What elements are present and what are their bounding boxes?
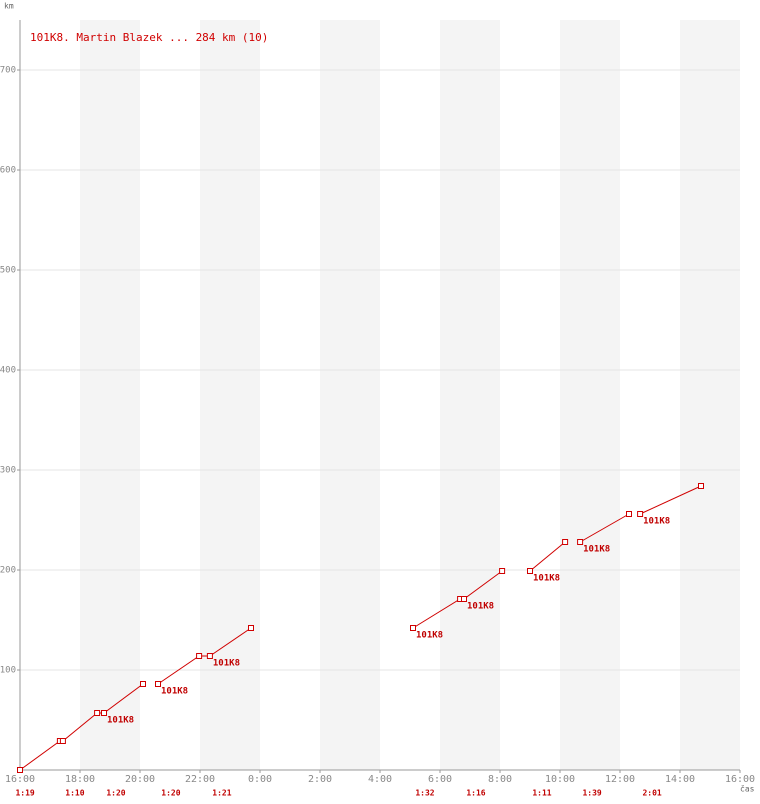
y-tick-label: 100	[0, 666, 16, 676]
lap-time: 1:32	[415, 789, 434, 798]
point	[562, 539, 569, 545]
shaded-band	[200, 20, 260, 770]
point-label: 101K8	[583, 545, 610, 555]
line-segment	[19, 683, 144, 771]
x-tick-label: 14:00	[665, 774, 695, 785]
point	[140, 681, 146, 687]
point	[577, 539, 584, 545]
point	[527, 568, 533, 574]
point	[206, 653, 213, 659]
lap-time: 1:11	[532, 789, 551, 798]
lap-time: 1:21	[212, 789, 231, 798]
point-label: 101K8	[643, 517, 670, 527]
point-label: 101K8	[107, 716, 134, 726]
x-tick-label: 8:00	[488, 774, 512, 785]
x-tick-label: 6:00	[428, 774, 452, 785]
point	[637, 511, 644, 517]
y-tick-label: 500	[0, 266, 16, 276]
point	[94, 710, 101, 716]
shaded-band	[560, 20, 620, 770]
x-tick-label: 0:00	[248, 774, 272, 785]
y-tick-label: 200	[0, 566, 16, 576]
point	[101, 710, 107, 716]
x-tick-label: 18:00	[65, 774, 95, 785]
x-axis-label: čas	[740, 784, 755, 794]
lap-time: 2:01	[642, 789, 661, 798]
point	[461, 596, 467, 602]
background: 100 200 300 400 500 600 700 16:00 18:00 20:00 22:0…	[0, 20, 755, 785]
lap-time: 1:16	[466, 789, 485, 798]
point	[698, 483, 704, 489]
y-axis-label: km	[4, 2, 14, 11]
x-tick-label: 12:00	[605, 774, 635, 785]
shaded-band	[680, 20, 740, 770]
x-tick-label: 20:00	[125, 774, 155, 785]
point	[59, 738, 66, 744]
chart-title: 101K8. Martin Blazek ... 284 km (10)	[30, 31, 268, 44]
y-tick-label: 400	[0, 366, 16, 376]
shaded-band	[440, 20, 500, 770]
lap-time: 1:20	[161, 789, 180, 798]
line-segment	[639, 485, 702, 515]
lap-time: 1:20	[106, 789, 125, 798]
y-tick-label: 700	[0, 66, 16, 76]
point	[499, 568, 506, 574]
line-segment	[579, 513, 630, 543]
point	[248, 625, 254, 631]
x-tick-label: 4:00	[368, 774, 392, 785]
shaded-band	[320, 20, 380, 770]
y-tick-label: 300	[0, 466, 16, 476]
lap-time: 1:19	[15, 789, 34, 798]
x-tick-label: 22:00	[185, 774, 215, 785]
y-tick-label: 600	[0, 166, 16, 176]
point-label: 101K8	[161, 687, 188, 697]
point	[17, 767, 23, 773]
point-label: 101K8	[467, 602, 494, 612]
point	[410, 625, 416, 631]
x-tick-label: 16:00	[725, 774, 755, 785]
point-label: 101K8	[416, 631, 443, 641]
lap-time: 1:10	[65, 789, 84, 798]
x-tick-label: 10:00	[545, 774, 575, 785]
point-label: 101K8	[533, 574, 560, 584]
point	[155, 681, 161, 687]
line-segment	[529, 541, 566, 572]
point	[196, 653, 203, 659]
shaded-band	[80, 20, 140, 770]
x-tick-label: 16:00	[5, 774, 35, 785]
point	[626, 511, 632, 517]
x-tick-label: 2:00	[308, 774, 332, 785]
point-label: 101K8	[213, 659, 240, 669]
line-segment	[157, 627, 252, 685]
lap-time: 1:39	[582, 789, 601, 798]
